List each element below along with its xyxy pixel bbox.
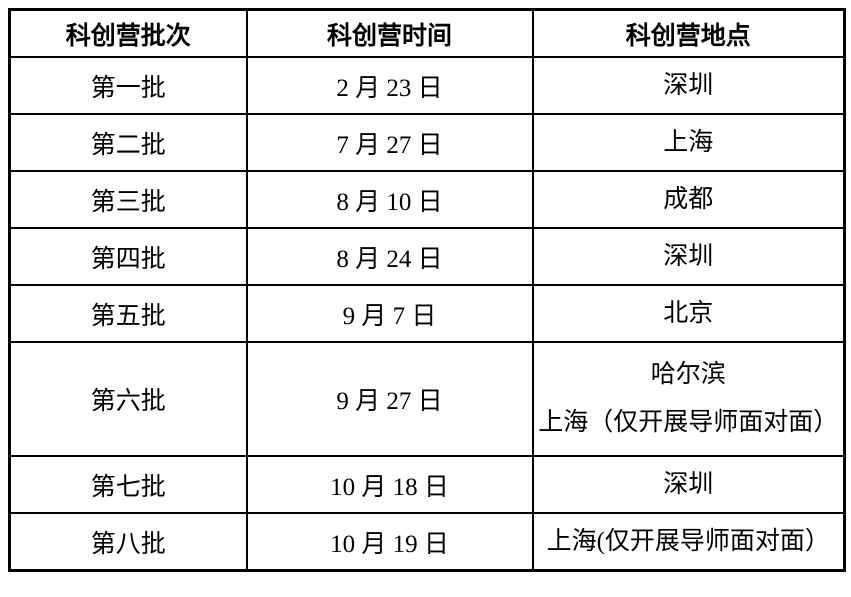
table-row: 第五批 9 月 7 日 北京: [8, 284, 846, 343]
batch-cell: 第四批: [8, 227, 248, 286]
location-stack: 深圳: [535, 59, 843, 112]
location-stack: 成都: [535, 173, 843, 226]
location-stack: 北京: [535, 287, 843, 340]
table-row: 第四批 8 月 24 日 深圳: [8, 227, 846, 286]
date-cell: 9 月 27 日: [245, 341, 534, 457]
location-stack: 深圳: [535, 230, 843, 283]
table-row: 第二批 7 月 27 日 上海: [8, 113, 846, 172]
date-cell: 2 月 23 日: [245, 56, 534, 115]
location-cell: 深圳: [531, 56, 846, 115]
batch-cell: 第八批: [8, 512, 248, 572]
batch-cell: 第一批: [8, 56, 248, 115]
location-stack: 深圳: [535, 458, 843, 511]
location-cell: 哈尔滨上海（仅开展导师面对面）: [531, 341, 846, 457]
location-line: 北京: [663, 299, 714, 327]
date-cell: 7 月 27 日: [245, 113, 534, 172]
date-cell: 10 月 18 日: [245, 455, 534, 514]
location-line: 上海（仅开展导师面对面）: [538, 408, 839, 436]
table-row: 第八批 10 月 19 日上海(仅开展导师面对面）: [8, 512, 846, 572]
header-batch: 科创营批次: [8, 8, 248, 58]
location-line: 成都: [663, 185, 714, 213]
batch-cell: 第三批: [8, 170, 248, 229]
location-line: 哈尔滨: [650, 361, 726, 389]
header-date: 科创营时间: [245, 8, 534, 58]
location-stack: 哈尔滨上海（仅开展导师面对面）: [535, 344, 843, 454]
location-line: 上海(仅开展导师面对面）: [546, 527, 830, 555]
batch-cell: 第五批: [8, 284, 248, 343]
location-line: 深圳: [663, 242, 714, 270]
table-row: 第七批 10 月 18 日 深圳: [8, 455, 846, 514]
date-cell: 10 月 19 日: [245, 512, 534, 572]
table-row: 第一批 2 月 23 日 深圳: [8, 56, 846, 115]
location-cell: 深圳: [531, 227, 846, 286]
batch-cell: 第六批: [8, 341, 248, 457]
date-cell: 8 月 10 日: [245, 170, 534, 229]
location-cell: 上海: [531, 113, 846, 172]
location-line: 上海: [663, 128, 714, 156]
batch-cell: 第七批: [8, 455, 248, 514]
location-stack: 上海(仅开展导师面对面）: [535, 515, 843, 569]
location-cell: 上海(仅开展导师面对面）: [531, 512, 846, 572]
table-row: 第六批 9 月 27 日哈尔滨 上海（仅开展导师面对面）: [8, 341, 846, 457]
table-header: 科创营批次 科创营时间 科创营地点: [8, 8, 846, 58]
location-cell: 北京: [531, 284, 846, 343]
location-cell: 深圳: [531, 455, 846, 514]
header-row: 科创营批次 科创营时间 科创营地点: [8, 8, 846, 58]
date-cell: 9 月 7 日: [245, 284, 534, 343]
batch-cell: 第二批: [8, 113, 248, 172]
location-line: 深圳: [663, 470, 714, 498]
header-location: 科创营地点: [531, 8, 846, 58]
table-body: 第一批 2 月 23 日深圳 第二批 7 月 27 日上海 第三批 8 月 10 日成都第…: [8, 56, 846, 572]
date-cell: 8 月 24 日: [245, 227, 534, 286]
location-stack: 上海: [535, 116, 843, 169]
location-line: 深圳: [663, 71, 714, 99]
table-row: 第三批 8 月 10 日 成都: [8, 170, 846, 229]
location-cell: 成都: [531, 170, 846, 229]
camp-schedule-table: 科创营批次 科创营时间 科创营地点 第一批 2 月 23 日深圳 第二批 7 月 27…: [8, 8, 846, 572]
